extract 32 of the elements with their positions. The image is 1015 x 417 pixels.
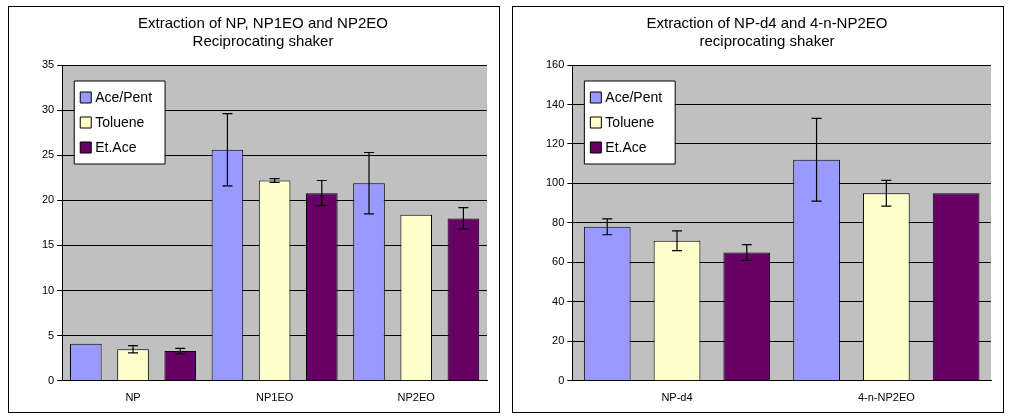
y-tick-label: 5 (48, 328, 55, 341)
y-tick-label: 30 (41, 103, 55, 116)
chart-title: Extraction of NP-d4 and 4-n-NP2EO (646, 14, 888, 32)
y-tick-label: 140 (545, 97, 565, 110)
y-tick-label: 0 (48, 373, 55, 386)
y-tick-label: 60 (552, 255, 565, 268)
x-tick-label: NP (125, 391, 141, 404)
y-tick-label: 25 (41, 148, 55, 161)
chart-subtitle: Reciprocating shaker (192, 32, 334, 50)
y-tick-label: 15 (41, 238, 55, 251)
chart-subtitle: reciprocating shaker (699, 32, 835, 50)
legend-label: Et.Ace (95, 138, 137, 155)
y-tick-label: 40 (552, 294, 565, 307)
y-tick-label: 80 (552, 215, 565, 228)
y-tick-label: 160 (545, 58, 565, 71)
legend-label: Toluene (605, 113, 655, 130)
y-tick-label: 120 (545, 136, 565, 149)
chart-title: Extraction of NP, NP1EO and NP2EO (138, 14, 388, 32)
y-tick-label: 20 (41, 193, 55, 206)
x-tick-label: NP2EO (397, 391, 436, 404)
x-tick-label: 4-n-NP2EO (857, 391, 916, 404)
legend-label: Toluene (95, 113, 145, 130)
y-tick-label: 35 (41, 58, 55, 71)
y-tick-label: 0 (558, 373, 565, 386)
legend-label: Et.Ace (605, 138, 647, 155)
legend-label: Ace/Pent (605, 88, 663, 105)
x-tick-label: NP-d4 (661, 391, 693, 404)
x-tick-label: NP1EO (255, 391, 294, 404)
y-tick-label: 10 (41, 283, 55, 296)
y-tick-label: 20 (552, 334, 565, 347)
legend-label: Ace/Pent (95, 88, 153, 105)
y-tick-label: 100 (545, 176, 565, 189)
